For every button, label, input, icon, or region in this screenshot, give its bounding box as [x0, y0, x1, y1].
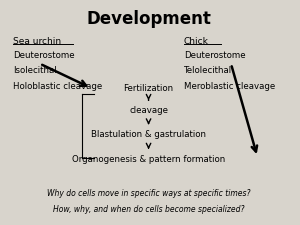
Text: Holoblastic cleavage: Holoblastic cleavage [13, 82, 102, 91]
Text: cleavage: cleavage [129, 106, 168, 115]
Text: Development: Development [86, 10, 211, 28]
Text: Meroblastic cleavage: Meroblastic cleavage [184, 82, 275, 91]
Text: Sea urchin: Sea urchin [13, 37, 61, 46]
Text: Chick: Chick [184, 37, 209, 46]
Text: Deuterostome: Deuterostome [184, 51, 245, 60]
Text: Organogenesis & pattern formation: Organogenesis & pattern formation [72, 155, 225, 164]
Text: Deuterostome: Deuterostome [13, 51, 75, 60]
Text: How, why, and when do cells become specialized?: How, why, and when do cells become speci… [53, 205, 244, 214]
Text: Telolecithal: Telolecithal [184, 67, 232, 76]
Text: Isolecithal: Isolecithal [13, 67, 57, 76]
Text: Fertilization: Fertilization [124, 84, 174, 93]
Text: Why do cells move in specific ways at specific times?: Why do cells move in specific ways at sp… [47, 189, 250, 198]
Text: Blastulation & gastrulation: Blastulation & gastrulation [91, 130, 206, 139]
